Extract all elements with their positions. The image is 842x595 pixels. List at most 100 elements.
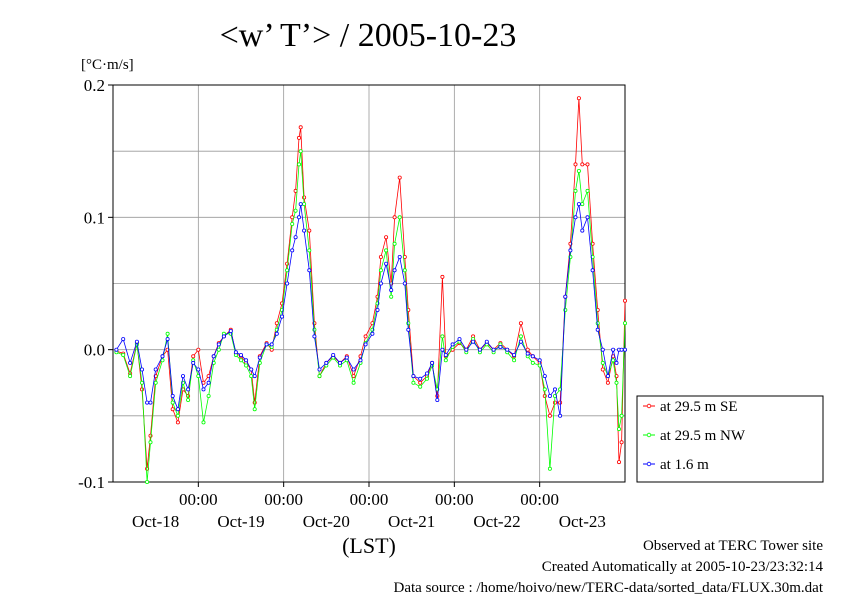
data-point bbox=[411, 374, 416, 379]
data-point bbox=[244, 363, 249, 368]
y-tick-label: 0.1 bbox=[84, 208, 105, 227]
data-point bbox=[160, 358, 165, 363]
data-point bbox=[378, 254, 383, 259]
data-point bbox=[464, 347, 469, 352]
data-point bbox=[196, 347, 201, 352]
x-tick-date-label: Oct-23 bbox=[559, 512, 606, 531]
legend-marker bbox=[646, 403, 652, 409]
data-point bbox=[518, 339, 523, 344]
data-point bbox=[378, 281, 383, 286]
data-point bbox=[170, 407, 175, 412]
data-point bbox=[402, 268, 407, 273]
data-point bbox=[605, 380, 610, 385]
data-point bbox=[384, 235, 389, 240]
data-point bbox=[595, 321, 600, 326]
data-point bbox=[175, 413, 180, 418]
y-tick-label: 0.0 bbox=[84, 341, 105, 360]
data-point bbox=[312, 327, 317, 332]
data-point bbox=[148, 400, 153, 405]
data-point bbox=[611, 347, 616, 352]
series-2 bbox=[114, 149, 628, 484]
data-source-note: Data source : /home/hoivo/new/TERC-data/… bbox=[394, 580, 824, 595]
data-point bbox=[424, 371, 429, 376]
data-point bbox=[180, 374, 185, 379]
data-point bbox=[443, 352, 448, 357]
data-point bbox=[397, 215, 402, 220]
data-point bbox=[537, 358, 542, 363]
data-point bbox=[153, 380, 158, 385]
y-tick-label: 0.2 bbox=[84, 76, 105, 95]
data-point bbox=[585, 188, 590, 193]
data-point bbox=[573, 162, 578, 167]
x-tick-date-label: Oct-22 bbox=[473, 512, 520, 531]
legend-marker bbox=[646, 432, 652, 438]
data-point bbox=[619, 440, 624, 445]
data-point bbox=[547, 393, 552, 398]
data-point bbox=[221, 334, 226, 339]
x-tick-time-label: 00:00 bbox=[264, 490, 303, 509]
data-point bbox=[175, 420, 180, 425]
data-point bbox=[307, 228, 312, 233]
data-point bbox=[298, 149, 303, 154]
data-point bbox=[590, 268, 595, 273]
x-tick-time-label: 00:00 bbox=[179, 490, 218, 509]
data-point bbox=[585, 162, 590, 167]
data-point bbox=[595, 327, 600, 332]
data-point bbox=[611, 358, 616, 363]
legend: at 29.5 m SE at 29.5 m NW at 1.6 m bbox=[636, 395, 824, 483]
data-point bbox=[121, 352, 126, 357]
grid bbox=[113, 85, 625, 482]
data-point bbox=[211, 354, 216, 359]
data-point bbox=[165, 337, 170, 342]
data-point bbox=[238, 358, 243, 363]
data-point bbox=[351, 380, 356, 385]
data-point bbox=[525, 347, 530, 352]
data-point bbox=[249, 367, 254, 372]
data-point bbox=[148, 433, 153, 438]
data-point bbox=[302, 228, 307, 233]
data-point bbox=[312, 334, 317, 339]
data-point bbox=[378, 268, 383, 273]
data-point bbox=[249, 374, 254, 379]
data-point bbox=[228, 329, 233, 334]
data-point bbox=[411, 380, 416, 385]
data-point bbox=[165, 331, 170, 336]
data-point bbox=[619, 413, 624, 418]
data-point bbox=[290, 248, 295, 253]
data-point bbox=[293, 235, 298, 240]
data-point bbox=[418, 384, 423, 389]
data-point bbox=[337, 360, 342, 365]
data-point bbox=[392, 268, 397, 273]
data-point bbox=[580, 162, 585, 167]
data-point bbox=[170, 393, 175, 398]
data-point bbox=[512, 358, 517, 363]
y-axis: 0.2 0.1 0.0 -0.1 bbox=[78, 76, 113, 492]
data-point bbox=[324, 360, 329, 365]
data-point bbox=[580, 202, 585, 207]
observed-note: Observed at TERC Tower site bbox=[643, 538, 823, 554]
data-point bbox=[600, 360, 605, 365]
data-point bbox=[505, 347, 510, 352]
legend-label: at 29.5 m SE bbox=[660, 399, 738, 415]
data-point bbox=[477, 347, 482, 352]
data-point bbox=[623, 298, 628, 303]
x-tick-time-label: 00:00 bbox=[350, 490, 389, 509]
data-point bbox=[484, 339, 489, 344]
data-point bbox=[274, 331, 279, 336]
data-point bbox=[216, 342, 221, 347]
data-point bbox=[614, 360, 619, 365]
x-axis-label: (LST) bbox=[342, 533, 396, 558]
data-point bbox=[623, 321, 628, 326]
data-point bbox=[402, 281, 407, 286]
data-point bbox=[317, 374, 322, 379]
data-point bbox=[344, 355, 349, 360]
data-point bbox=[389, 294, 394, 299]
data-point bbox=[257, 355, 262, 360]
data-point bbox=[145, 400, 150, 405]
x-tick-date-label: Oct-20 bbox=[303, 512, 350, 531]
data-point bbox=[145, 479, 150, 484]
data-point bbox=[530, 354, 535, 359]
data-point bbox=[175, 407, 180, 412]
chart-title: <w’ T’> / 2005-10-23 bbox=[220, 17, 517, 54]
series-layer bbox=[114, 96, 628, 484]
